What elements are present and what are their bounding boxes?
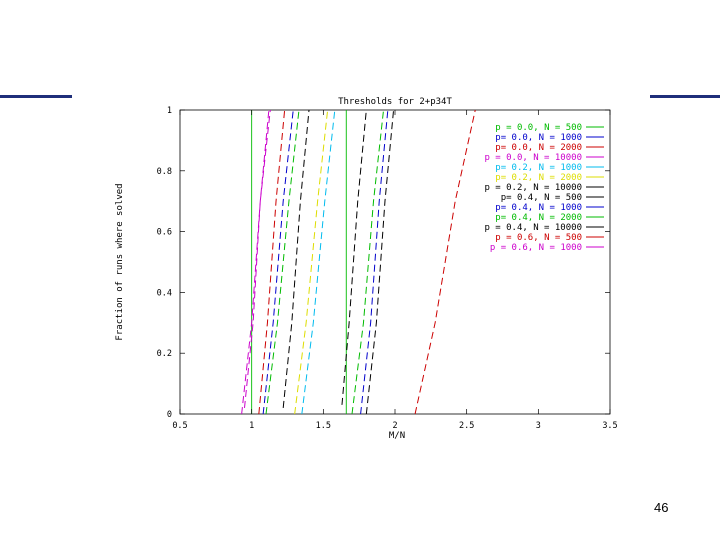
- x-tick-label: 1.5: [316, 421, 331, 431]
- slide-number: 46: [654, 500, 669, 515]
- series-line-2: [262, 109, 294, 415]
- x-tick-label: 2.5: [459, 421, 474, 431]
- series-line-5: [301, 109, 336, 415]
- legend-label-12: p = 0.6, N = 500: [495, 233, 582, 243]
- series-line-4: [244, 109, 271, 408]
- x-axis-label: M/N: [389, 431, 405, 441]
- legend-label-10: p= 0.4, N = 2000: [495, 213, 582, 223]
- series-line-8: [365, 109, 395, 415]
- legend-label-3: p= 0.0, N = 2000: [495, 143, 582, 153]
- x-tick-label: 0.5: [172, 421, 187, 431]
- series-line-3: [258, 109, 286, 415]
- y-tick-label: 0.4: [157, 288, 172, 298]
- legend-label-2: p= 0.0, N = 1000: [495, 133, 582, 143]
- series-line-7: [282, 109, 310, 408]
- series-line-13: [241, 109, 270, 415]
- series-line-6: [294, 109, 329, 415]
- legend-label-7: p = 0.2, N = 10000: [484, 183, 582, 193]
- legend-label-4: p = 0.0, N = 10000: [484, 153, 582, 163]
- series-line-12: [414, 109, 476, 415]
- x-tick-label: 3.5: [602, 421, 617, 431]
- chart-title: Thresholds for 2+p34T: [338, 97, 452, 107]
- header-rule-right: [650, 95, 720, 98]
- y-tick-label: 0.2: [157, 349, 172, 359]
- series-line-10: [351, 109, 385, 415]
- x-tick-label: 2: [392, 421, 397, 431]
- legend-label-5: p= 0.2, N = 1000: [495, 163, 582, 173]
- vertical-lines: [251, 110, 347, 414]
- axis-ticks: 0.5 1 1.5 2 2.5 3 3.5 0 0.2 0.4 0.6 0.8 1: [157, 106, 618, 431]
- legend-label-13: p = 0.6, N = 1000: [490, 243, 582, 253]
- y-axis-label: Fraction of runs where solved: [115, 183, 125, 340]
- y-tick-label: 0.8: [157, 167, 172, 177]
- series-line-1: [265, 109, 300, 415]
- y-tick-label: 1: [167, 106, 172, 116]
- legend-label-1: p = 0.0, N = 500: [495, 123, 582, 133]
- legend-label-9: p= 0.4, N = 1000: [495, 203, 582, 213]
- y-tick-label: 0: [167, 410, 172, 420]
- legend-label-6: p= 0.2, N = 2000: [495, 173, 582, 183]
- series-lines: [241, 109, 476, 415]
- series-line-9: [360, 109, 389, 415]
- series-line-11: [341, 109, 367, 405]
- header-rule-left: [0, 95, 72, 98]
- x-tick-label: 3: [536, 421, 541, 431]
- x-tick-label: 1: [249, 421, 254, 431]
- y-tick-label: 0.6: [157, 228, 172, 238]
- legend-label-11: p = 0.4, N = 10000: [484, 223, 582, 233]
- legend-label-8: p= 0.4, N = 500: [501, 193, 582, 203]
